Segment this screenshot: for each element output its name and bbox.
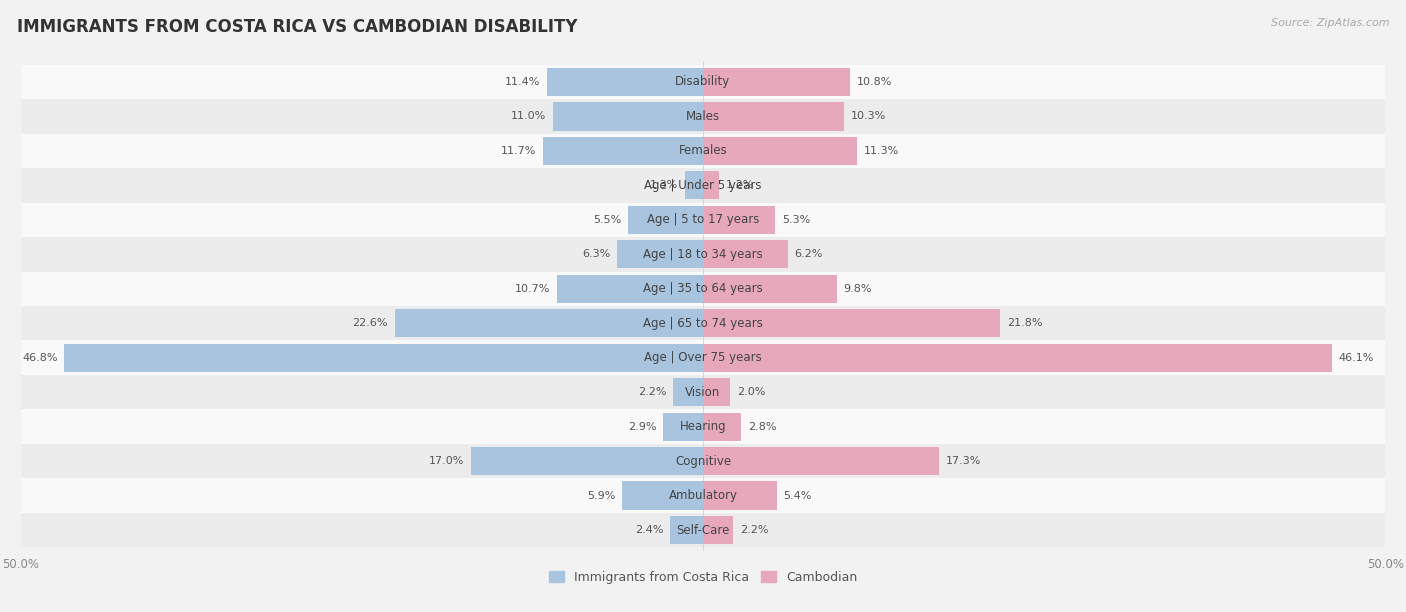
Bar [557,275,703,303]
Bar [471,447,703,476]
Bar [703,516,733,544]
Bar [703,343,1331,372]
Text: Age | 18 to 34 years: Age | 18 to 34 years [643,248,763,261]
Text: Age | 5 to 17 years: Age | 5 to 17 years [647,214,759,226]
Text: 17.0%: 17.0% [429,456,464,466]
Text: 11.7%: 11.7% [501,146,537,156]
Text: Age | Under 5 years: Age | Under 5 years [644,179,762,192]
Text: 2.9%: 2.9% [628,422,657,431]
Bar [703,378,730,406]
Bar [21,99,1385,133]
Text: 9.8%: 9.8% [844,284,872,294]
Bar [703,412,741,441]
Bar [21,272,1385,306]
Bar [623,482,703,510]
Text: Age | 35 to 64 years: Age | 35 to 64 years [643,282,763,295]
Text: Vision: Vision [685,386,721,398]
Text: 2.4%: 2.4% [636,525,664,535]
Bar [65,343,703,372]
Bar [547,68,703,96]
Text: 5.3%: 5.3% [782,215,810,225]
Legend: Immigrants from Costa Rica, Cambodian: Immigrants from Costa Rica, Cambodian [548,571,858,584]
Text: Age | Over 75 years: Age | Over 75 years [644,351,762,364]
Bar [21,65,1385,99]
Bar [21,375,1385,409]
Text: 5.4%: 5.4% [783,491,811,501]
Bar [21,203,1385,237]
Bar [617,240,703,269]
Bar [703,136,858,165]
Text: Ambulatory: Ambulatory [668,489,738,502]
Bar [703,240,787,269]
Bar [21,306,1385,340]
Bar [21,340,1385,375]
Bar [703,206,775,234]
Bar [543,136,703,165]
Text: 1.2%: 1.2% [725,181,755,190]
Bar [671,516,703,544]
Text: 11.3%: 11.3% [865,146,900,156]
Bar [703,447,939,476]
Text: Cognitive: Cognitive [675,455,731,468]
Text: 17.3%: 17.3% [946,456,981,466]
Bar [703,309,1001,337]
Text: Females: Females [679,144,727,157]
Text: 2.0%: 2.0% [737,387,765,397]
Text: 10.7%: 10.7% [515,284,550,294]
Text: 6.3%: 6.3% [582,249,610,259]
Bar [21,479,1385,513]
Text: IMMIGRANTS FROM COSTA RICA VS CAMBODIAN DISABILITY: IMMIGRANTS FROM COSTA RICA VS CAMBODIAN … [17,18,578,36]
Text: 10.3%: 10.3% [851,111,886,121]
Bar [685,171,703,200]
Text: 6.2%: 6.2% [794,249,823,259]
Bar [703,482,776,510]
Text: Disability: Disability [675,75,731,88]
Bar [703,275,837,303]
Bar [21,168,1385,203]
Text: 10.8%: 10.8% [858,77,893,87]
Text: 22.6%: 22.6% [353,318,388,328]
Text: Source: ZipAtlas.com: Source: ZipAtlas.com [1271,18,1389,28]
Bar [21,444,1385,479]
Bar [553,102,703,130]
Text: Age | 65 to 74 years: Age | 65 to 74 years [643,317,763,330]
Bar [21,409,1385,444]
Bar [628,206,703,234]
Bar [673,378,703,406]
Text: 21.8%: 21.8% [1007,318,1043,328]
Text: 5.5%: 5.5% [593,215,621,225]
Text: 1.3%: 1.3% [650,181,679,190]
Text: 2.2%: 2.2% [638,387,666,397]
Bar [21,513,1385,547]
Text: 5.9%: 5.9% [588,491,616,501]
Bar [703,68,851,96]
Text: Hearing: Hearing [679,420,727,433]
Bar [21,133,1385,168]
Bar [703,102,844,130]
Bar [703,171,720,200]
Text: 46.8%: 46.8% [22,353,58,363]
Text: 46.1%: 46.1% [1339,353,1374,363]
Bar [21,237,1385,272]
Text: 2.2%: 2.2% [740,525,768,535]
Text: Self-Care: Self-Care [676,524,730,537]
Text: 2.8%: 2.8% [748,422,776,431]
Text: 11.4%: 11.4% [505,77,540,87]
Bar [664,412,703,441]
Text: 11.0%: 11.0% [510,111,546,121]
Bar [395,309,703,337]
Text: Males: Males [686,110,720,123]
